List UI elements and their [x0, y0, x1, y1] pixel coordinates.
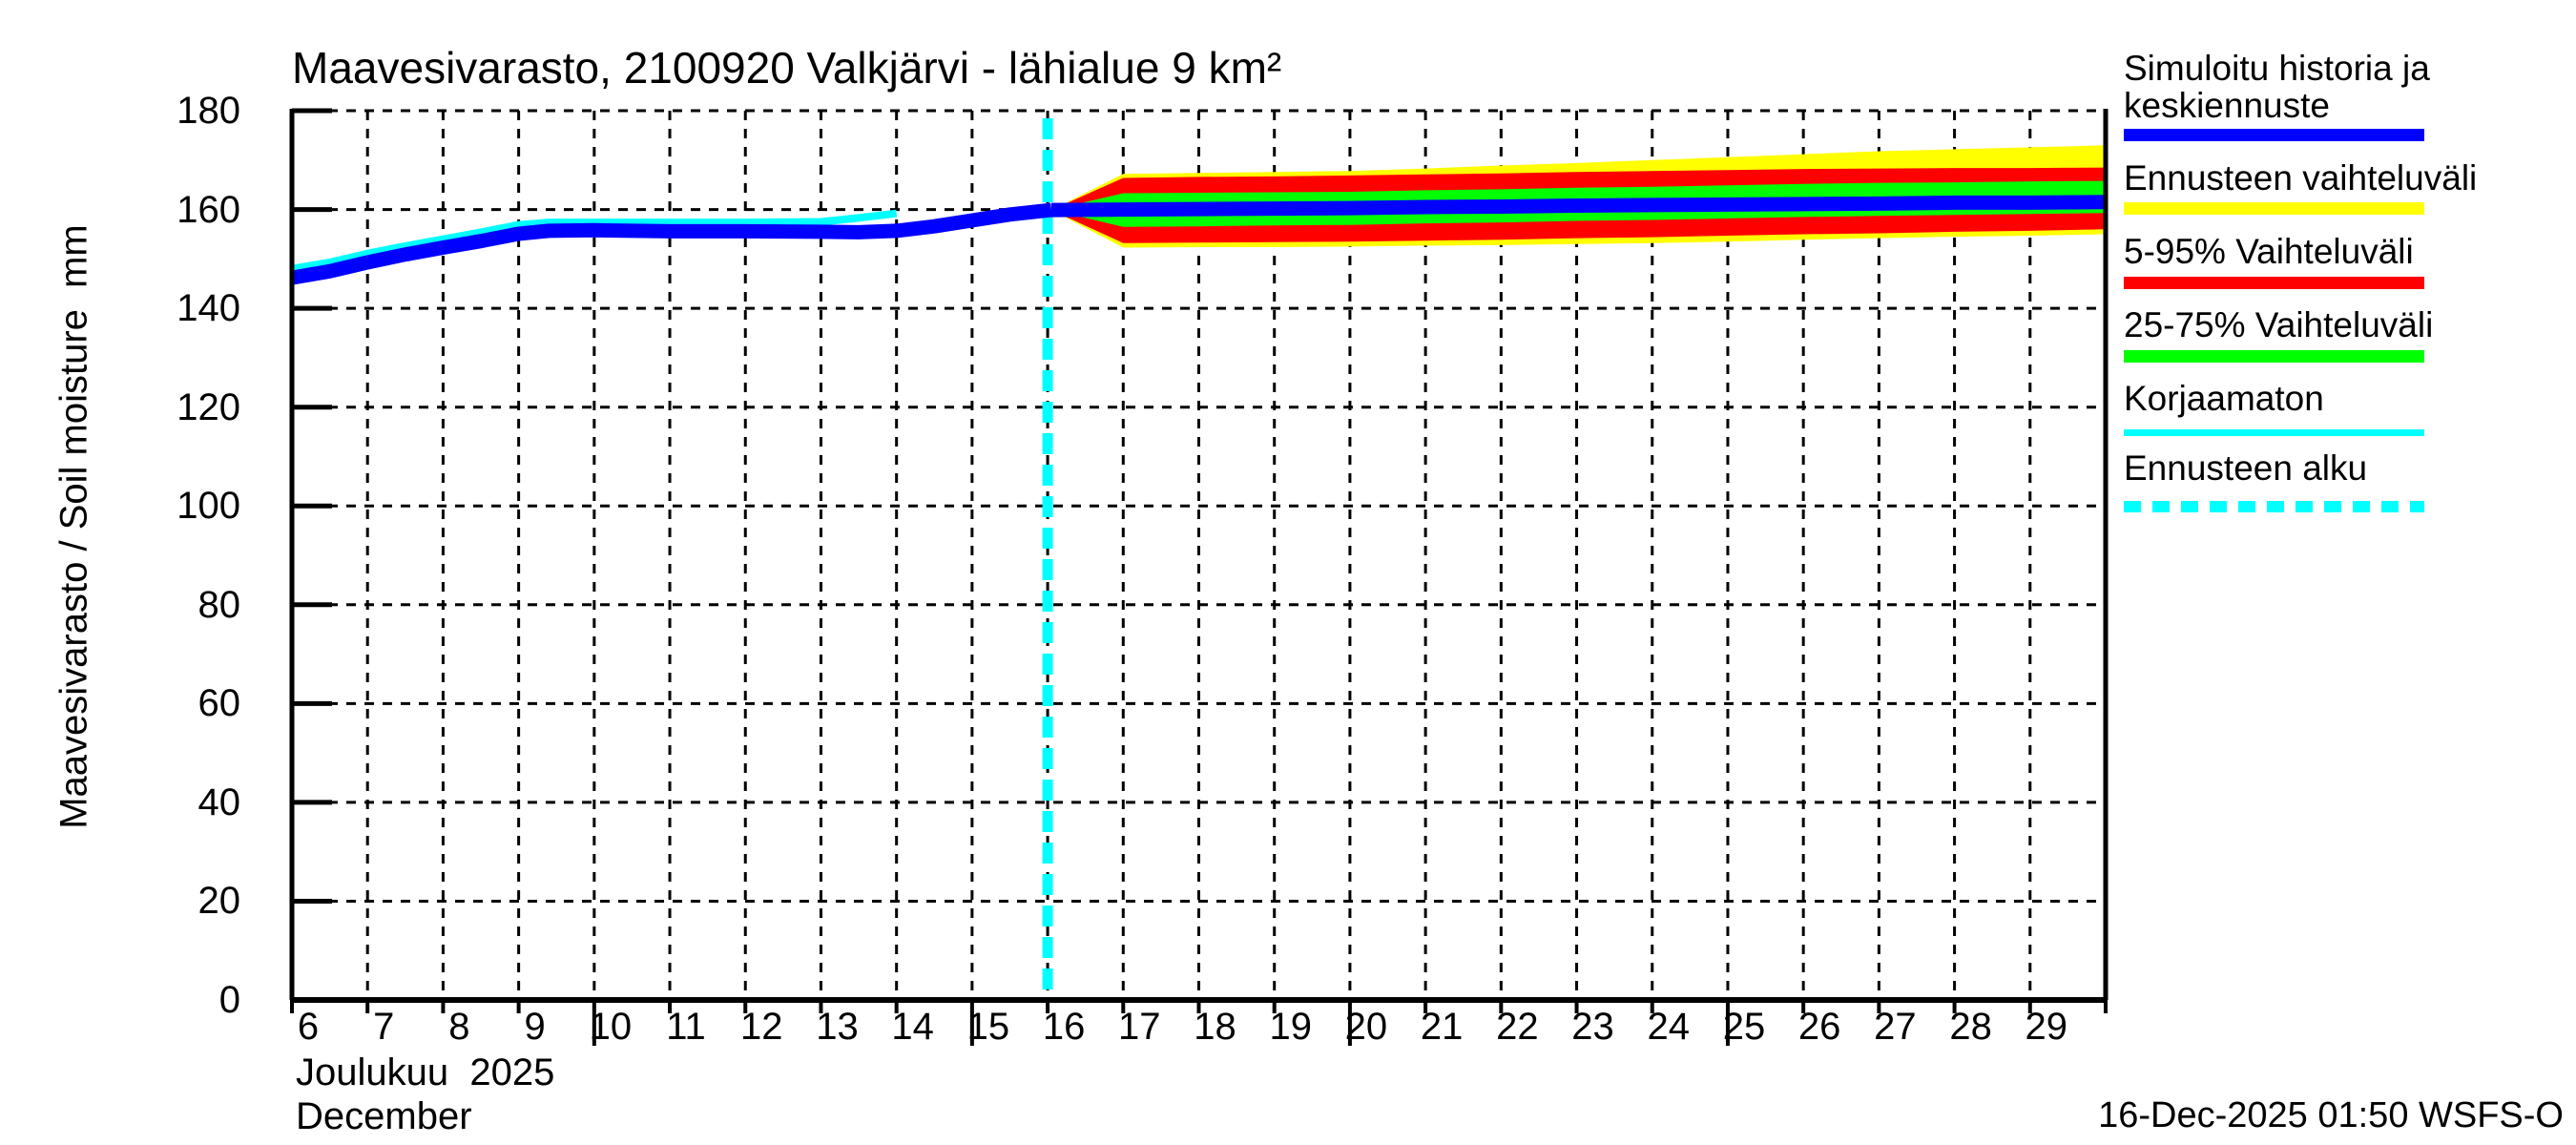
x-axis-month-english: December [296, 1095, 472, 1137]
x-tick-label-12: 12 [740, 1006, 783, 1048]
legend-line-4 [2124, 349, 2424, 363]
legend-line-6 [2124, 501, 2424, 512]
x-tick-label-23: 23 [1571, 1006, 1614, 1048]
x-tick-label-9: 9 [524, 1006, 546, 1048]
y-tick-label-80: 80 [197, 583, 241, 626]
forecast-median-line [1050, 195, 2107, 218]
y-tick-label-180: 180 [177, 90, 240, 133]
x-tick-label-17: 17 [1118, 1006, 1161, 1048]
x-tick-label-28: 28 [1949, 1006, 1992, 1048]
legend-label-4: 25-75% Vaihteluväli [2124, 305, 2434, 344]
legend-label-5: Korjaamaton [2124, 379, 2324, 418]
x-tick-label-18: 18 [1194, 1006, 1236, 1048]
x-tick-label-26: 26 [1797, 1006, 1841, 1048]
legend-line-1 [2124, 128, 2424, 141]
x-tick-label-29: 29 [2025, 1006, 2068, 1048]
legend-label-2: Ennusteen vaihteluväli [2124, 158, 2478, 198]
y-tick-label-160: 160 [177, 188, 240, 231]
legend-line-5 [2124, 428, 2424, 436]
x-tick-label-25: 25 [1722, 1006, 1766, 1048]
x-tick-label-21: 21 [1420, 1006, 1464, 1048]
legend-line-3 [2124, 276, 2424, 289]
x-tick-label-15: 15 [966, 1006, 1010, 1048]
uncorrected-line [291, 209, 898, 273]
y-tick-label-140: 140 [177, 287, 240, 330]
x-tick-label-16: 16 [1042, 1006, 1086, 1048]
x-axis-month-finnish: Joulukuu 2025 [296, 1051, 555, 1093]
x-tick-label-13: 13 [816, 1006, 859, 1048]
x-tick-label-27: 27 [1874, 1006, 1917, 1048]
run-timestamp: 16-Dec-2025 01:50 WSFS-O [2098, 1095, 2564, 1135]
chart-title: Maavesivarasto, 2100920 Valkjärvi - lähi… [292, 43, 1282, 93]
y-tick-label-0: 0 [218, 979, 240, 1021]
x-tick-label-20: 20 [1344, 1006, 1388, 1048]
x-tick-label-14: 14 [891, 1006, 934, 1048]
y-tick-label-40: 40 [197, 781, 241, 823]
y-tick-label-120: 120 [177, 385, 240, 428]
x-tick-label-8: 8 [448, 1006, 470, 1048]
y-tick-label-60: 60 [197, 682, 241, 725]
legend-label-6: Ennusteen alku [2124, 448, 2368, 488]
x-tick-label-24: 24 [1647, 1006, 1691, 1048]
x-tick-label-22: 22 [1496, 1006, 1539, 1048]
history-line [290, 202, 1052, 285]
legend-line-2 [2124, 201, 2424, 215]
legend-label-3: 5-95% Vaihteluväli [2124, 232, 2414, 271]
x-tick-label-11: 11 [666, 1006, 706, 1048]
legend-label-1: Simuloitu historia ja keskiennuste [2124, 49, 2430, 125]
x-tick-label-6: 6 [297, 1006, 320, 1048]
x-tick-label-7: 7 [373, 1006, 395, 1048]
x-tick-label-19: 19 [1269, 1006, 1312, 1048]
x-tick-label-10: 10 [589, 1006, 633, 1048]
y-tick-label-100: 100 [177, 485, 240, 528]
y-tick-label-20: 20 [197, 880, 241, 923]
